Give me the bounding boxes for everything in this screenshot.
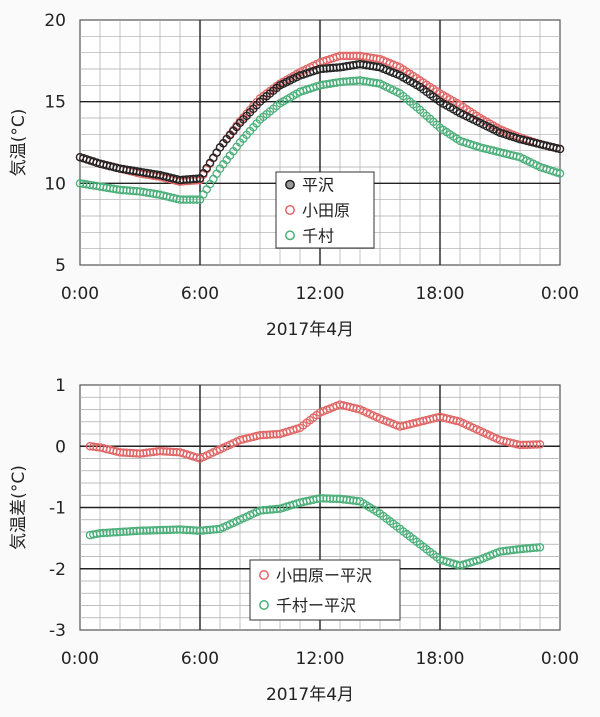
y-tick-label: -3 [49,621,66,641]
y-tick-label: -2 [49,560,66,580]
y-axis-label: 気温(°C) [9,109,29,177]
x-axis-label: 2017年4月 [266,685,354,705]
data-point [532,543,541,552]
legend-marker [285,205,295,215]
legend-label: 小田原ー平沢 [276,566,372,585]
data-point [192,174,201,183]
chart-temperature: 0:00 6:00 12:00 18:00 0:00 5 10 15 20 2017年4月 気温(°… [9,11,579,340]
legend-marker [259,570,269,580]
legend-marker [285,179,295,190]
y-tick-label: 5 [55,256,66,276]
legend-label: 千村ー平沢 [276,596,356,615]
legend-label: 小田原 [302,201,350,220]
data-point [555,144,565,154]
series-1 [85,494,545,570]
data-point [532,440,541,449]
x-tick-label: 6:00 [181,649,219,669]
data-point [535,543,545,552]
chart-temperature-difference: 0:00 6:00 12:00 18:00 0:00 1 0 -1 -2 -3 2017年4月 気温差… [9,376,579,705]
x-tick-label: 0:00 [61,649,99,669]
x-tick-label: 0:00 [541,284,579,304]
y-tick-label: 10 [44,174,66,194]
y-axis-label: 気温差(°C) [9,465,29,550]
legend-box [249,559,401,621]
x-tick-label: 0:00 [61,284,99,304]
y-tick-label: 0 [55,437,66,457]
series-0 [85,400,545,463]
series-2 [75,76,565,204]
y-tick-label: -1 [49,499,66,519]
x-tick-label: 18:00 [416,284,465,304]
y-tick-label: 1 [55,376,66,396]
data-point [555,169,565,178]
x-tick-label: 18:00 [416,649,465,669]
x-tick-label: 12:00 [296,284,345,304]
y-tick-label: 15 [44,93,66,113]
x-axis-label: 2017年4月 [266,320,354,340]
x-tick-label: 12:00 [296,649,345,669]
legend-label: 千村 [302,226,334,245]
x-tick-label: 6:00 [181,284,219,304]
legend-label: 平沢 [302,176,334,195]
data-point [535,440,545,449]
y-tick-label: 20 [44,11,66,31]
series-0 [75,59,565,185]
data-point [192,195,201,204]
data-point [552,143,561,153]
legend-marker [259,600,269,610]
legend-marker [285,230,295,241]
x-tick-label: 0:00 [541,649,579,669]
grid [80,385,560,630]
